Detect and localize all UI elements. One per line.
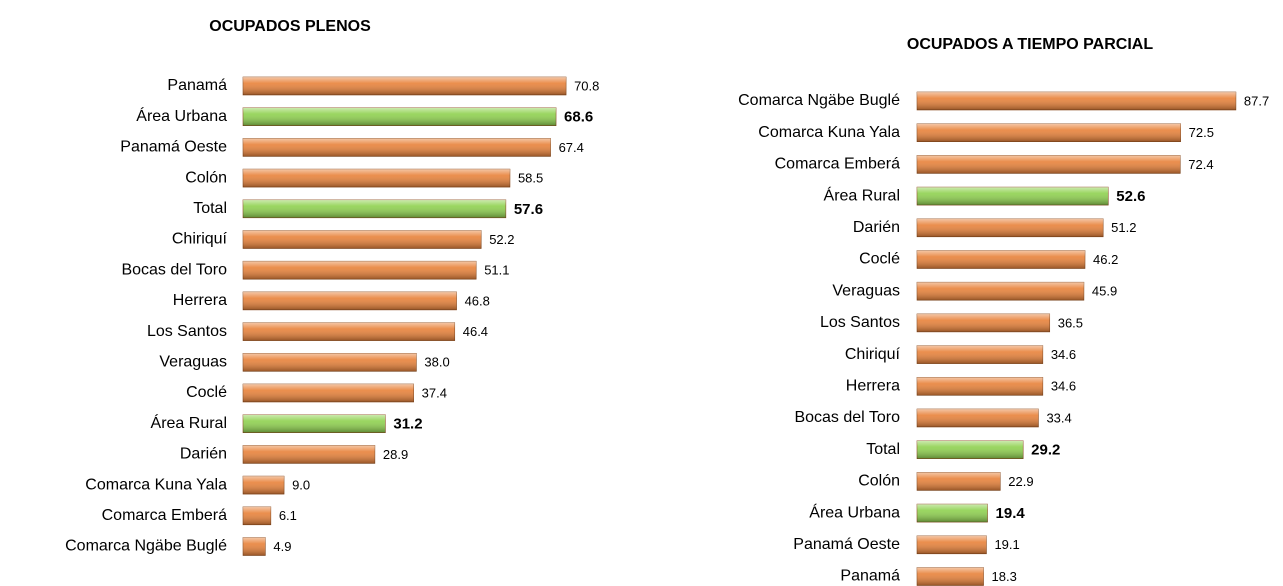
value-label: 52.6 [1116,188,1145,205]
bar-shine [243,199,506,218]
value-label: 29.2 [1031,442,1060,459]
category-label: Herrera [173,292,227,309]
value-label: 34.6 [1051,347,1076,362]
value-label: 38.0 [424,355,449,370]
category-label: Comarca Ngäbe Buglé [738,92,900,109]
bar-shine [917,123,1181,142]
bar-shine [917,187,1109,206]
bar-shine [917,92,1236,110]
value-label: 46.8 [465,293,490,308]
value-label: 33.4 [1046,410,1071,425]
value-label: 18.3 [992,569,1017,584]
category-label: Comarca Ngäbe Buglé [65,538,227,555]
value-label: 45.9 [1092,284,1117,299]
category-label: Darién [180,446,227,463]
value-label: 67.4 [559,140,584,155]
value-label: 19.1 [994,537,1019,552]
value-label: 9.0 [292,478,310,493]
category-label: Panamá Oeste [120,139,227,156]
category-label: Área Rural [151,413,227,432]
value-label: 72.5 [1189,125,1214,140]
value-label: 72.4 [1188,157,1213,172]
bar-shine [243,414,386,433]
category-label: Colón [858,473,900,490]
category-label: Total [866,441,900,458]
bar-shine [243,107,557,126]
bar-shine [917,472,1001,491]
category-label: Panamá [167,77,227,94]
value-label: 28.9 [383,447,408,462]
bar-shine [243,445,375,464]
category-label: Total [193,200,227,217]
category-label: Veraguas [159,354,227,371]
chart-title: OCUPADOS PLENOS [209,18,371,35]
category-label: Comarca Kuna Yala [758,124,900,141]
category-label: Veraguas [832,282,900,299]
value-label: 31.2 [393,416,422,433]
category-label: Los Santos [820,314,900,331]
bar-shine [243,261,477,280]
bar-shine [243,476,285,495]
bar-shine [917,377,1043,396]
bar-shine [917,250,1085,269]
bar-shine [243,506,271,525]
value-label: 70.8 [574,78,599,93]
category-label: Chiriquí [845,346,901,363]
bar-shine [917,440,1024,459]
category-label: Comarca Emberá [102,507,227,524]
bar-shine [917,218,1104,237]
value-label: 36.5 [1058,315,1083,330]
category-label: Área Urbana [136,106,227,125]
category-label: Panamá Oeste [793,536,900,553]
category-label: Chiriquí [172,231,228,248]
bar-shine [243,291,457,310]
bar-shine [917,535,987,554]
value-label: 51.1 [484,263,509,278]
value-label: 34.6 [1051,379,1076,394]
value-label: 22.9 [1008,474,1033,489]
bar-shine [917,313,1050,332]
value-label: 68.6 [564,109,593,126]
category-label: Darién [853,219,900,236]
bar-shine [243,353,417,372]
value-label: 4.9 [273,539,291,554]
bar-shine [243,77,567,95]
bar-shine [243,169,510,188]
value-label: 87.7 [1244,93,1269,108]
value-label: 46.2 [1093,252,1118,267]
category-label: Panamá [840,568,900,585]
value-label: 6.1 [279,508,297,523]
value-label: 19.4 [996,505,1026,522]
chart-title: OCUPADOS A TIEMPO PARCIAL [907,36,1153,53]
category-label: Área Urbana [809,502,900,521]
category-label: Comarca Emberá [775,156,900,173]
category-label: Área Rural [824,185,900,204]
bar-shine [917,155,1181,174]
bar-shine [243,384,414,402]
bar-shine [917,345,1043,364]
bar-shine [917,567,984,586]
category-label: Coclé [186,384,227,401]
value-label: 37.4 [422,385,447,400]
value-label: 51.2 [1111,220,1136,235]
bar-shine [243,230,482,249]
category-label: Bocas del Toro [121,261,227,278]
category-label: Los Santos [147,323,227,340]
category-label: Bocas del Toro [794,409,900,426]
value-label: 58.5 [518,171,543,186]
category-label: Coclé [859,251,900,268]
bar-shine [917,409,1039,427]
category-label: Comarca Kuna Yala [85,476,227,493]
bar-shine [243,537,266,556]
bar-shine [917,282,1084,301]
value-label: 46.4 [463,324,488,339]
bar-shine [243,138,551,157]
category-label: Colón [185,169,227,186]
bar-shine [917,504,988,523]
category-label: Herrera [846,378,900,395]
bar-shine [243,322,455,341]
value-label: 52.2 [489,232,514,247]
value-label: 57.6 [514,201,543,218]
